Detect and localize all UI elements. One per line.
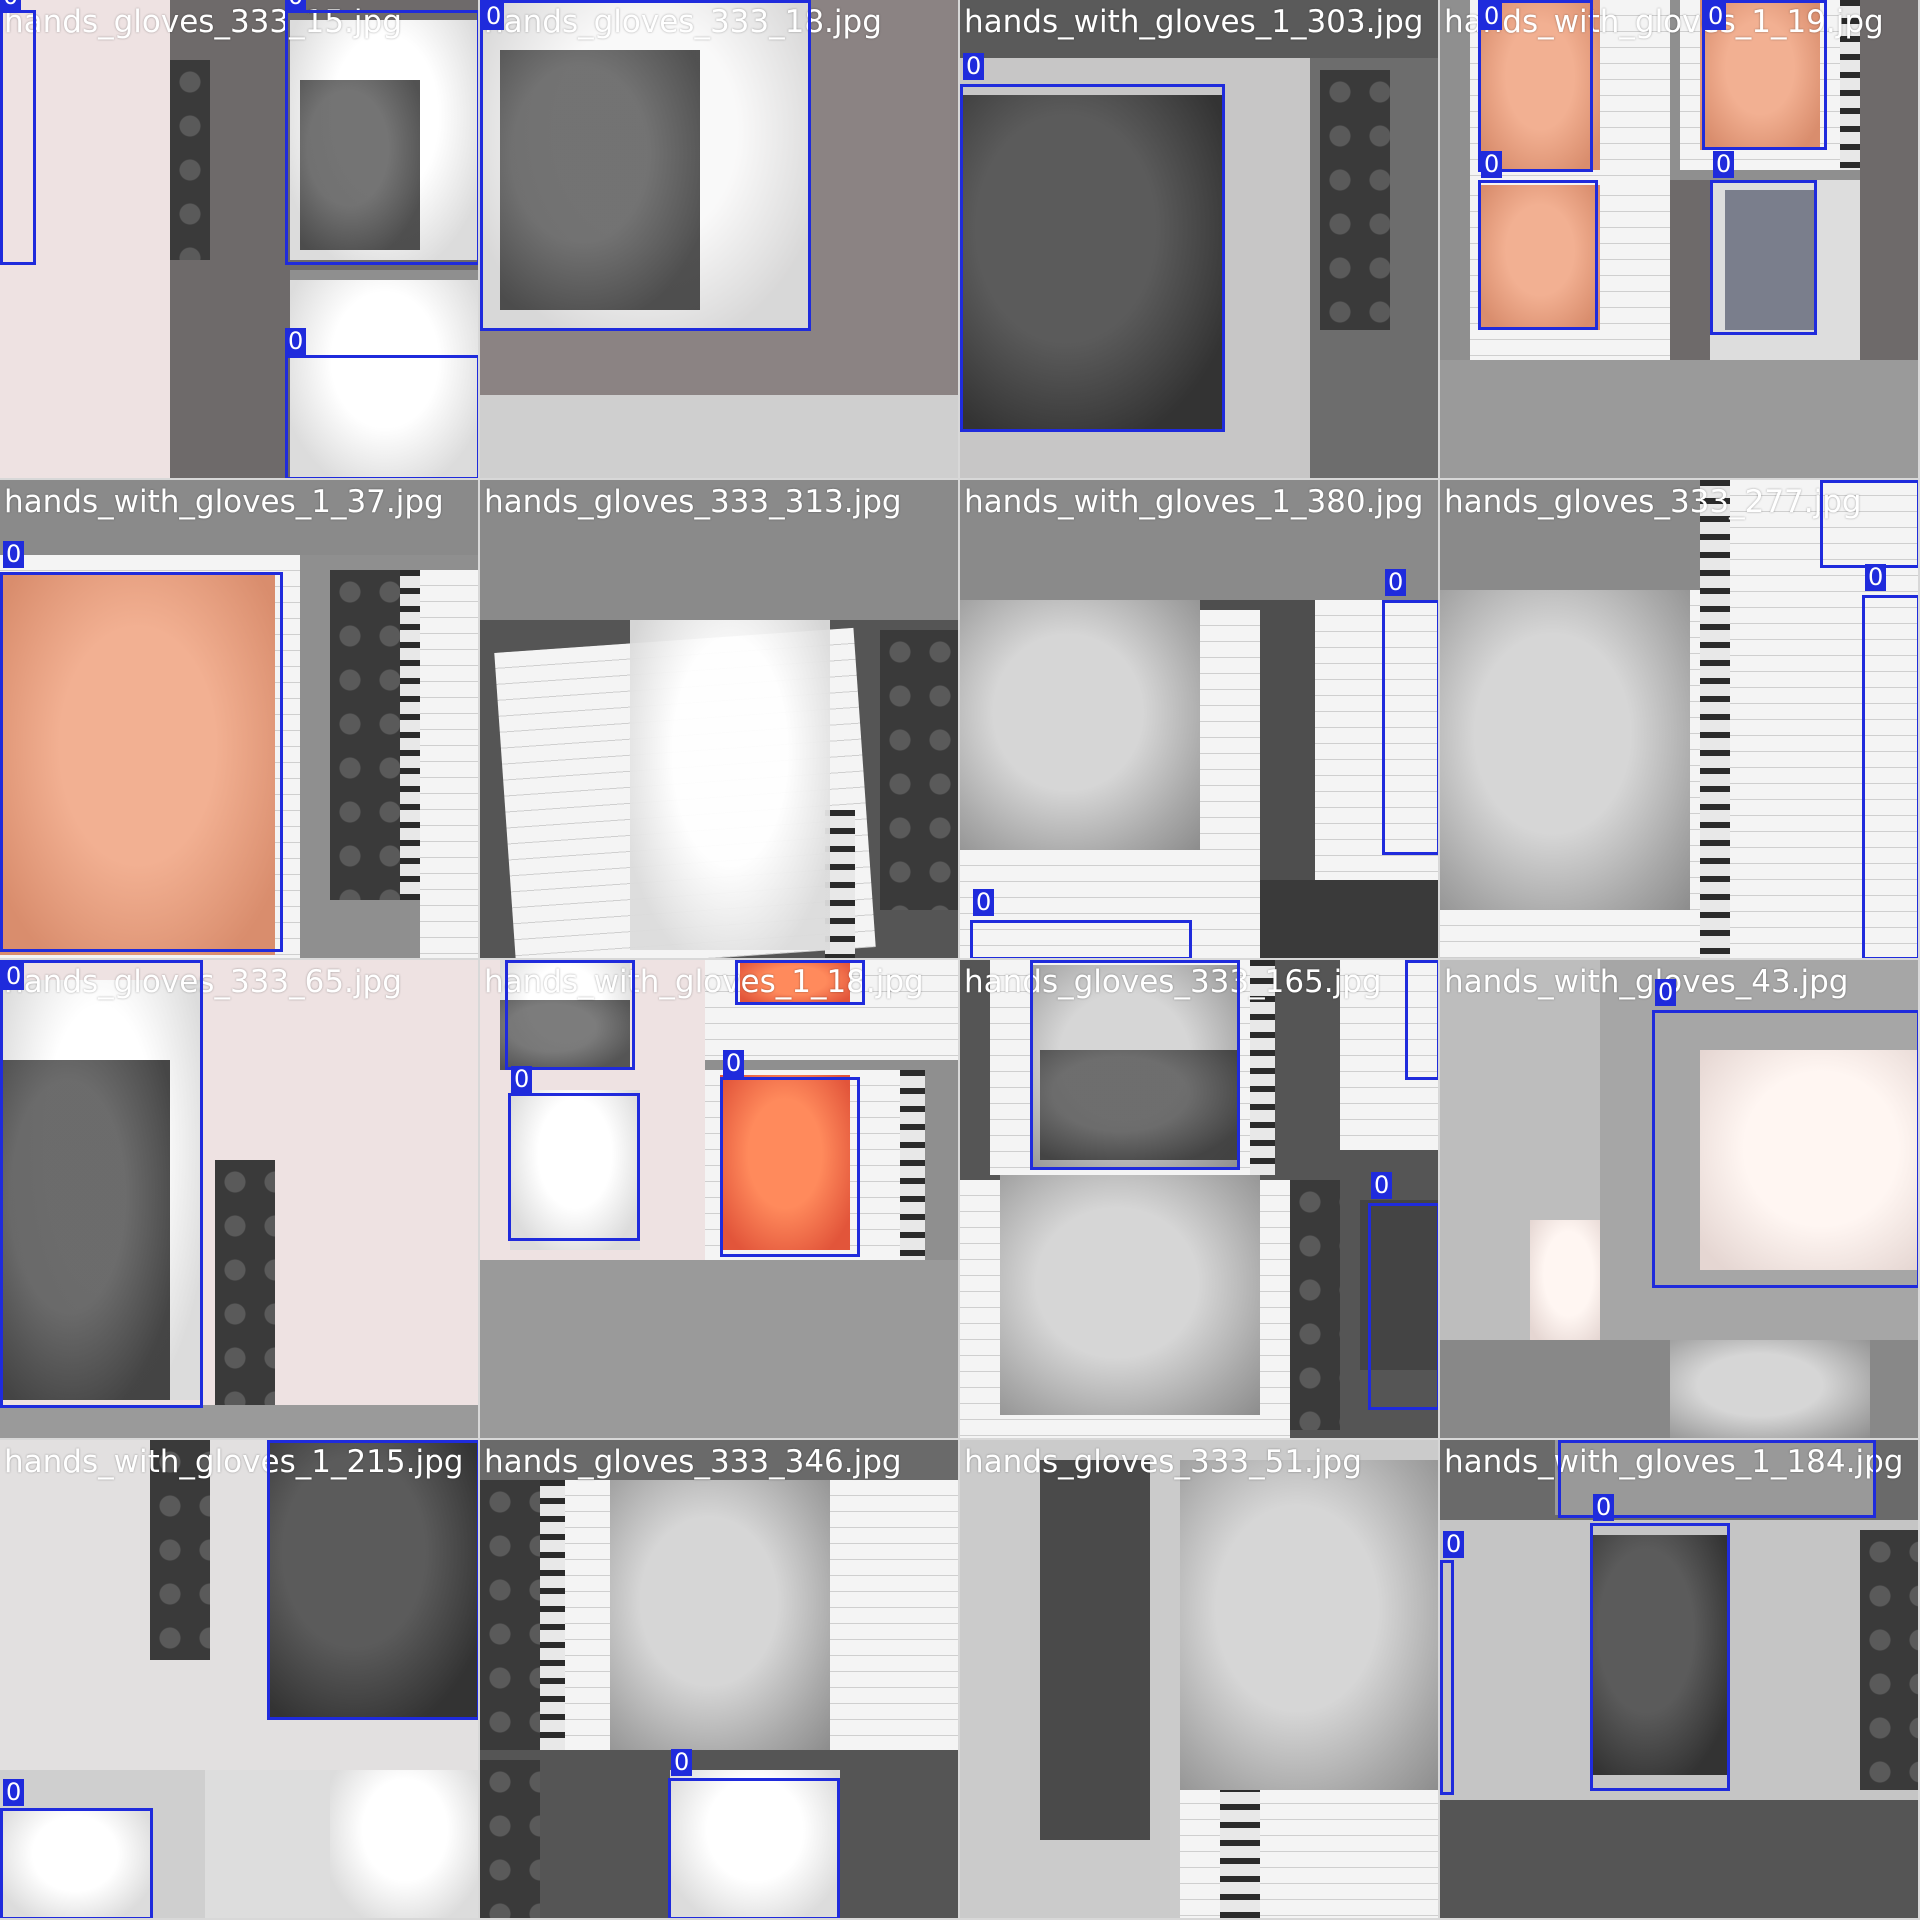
detection-box: 0	[960, 53, 1225, 432]
tile-filename: hands_with_gloves_43.jpg	[1444, 964, 1849, 1000]
tile-4: hands_with_gloves_1_19.jpg 0 0 0 0	[1440, 0, 1920, 480]
tile-filename: hands_with_gloves_1_37.jpg	[4, 484, 444, 520]
class-label: 0	[483, 3, 505, 30]
class-label: 0	[3, 541, 25, 568]
tile-2: hands_gloves_333_18.jpg 0	[480, 0, 960, 480]
detection-box: 0	[0, 1779, 153, 1918]
class-label: 0	[285, 328, 307, 355]
class-label: 0	[1705, 3, 1727, 30]
detection-box: 0	[285, 328, 478, 478]
detection-box: 0	[1030, 960, 1240, 1170]
class-label: 0	[285, 0, 307, 10]
detection-box: 0	[0, 960, 203, 1408]
tile-1: hands_gloves_333_15.jpg 0 0 0	[0, 0, 480, 480]
class-label: 0	[963, 53, 985, 80]
tile-7: hands_with_gloves_1_380.jpg 0 0	[960, 480, 1440, 960]
detection-box: 0	[1702, 0, 1827, 150]
detection-box: 0	[1368, 1172, 1438, 1410]
detection-box: 0	[1405, 960, 1438, 1080]
detection-box: 0	[480, 0, 811, 331]
class-label: 0	[1371, 1172, 1393, 1199]
tile-filename: hands_gloves_333_18.jpg	[484, 4, 882, 40]
class-label: 0	[1865, 564, 1887, 591]
tile-8: hands_gloves_333_277.jpg 0 0	[1440, 480, 1920, 960]
class-label: 0	[1481, 3, 1503, 30]
detection-box: 0	[1652, 979, 1918, 1288]
class-label: 0	[0, 0, 22, 10]
class-label: 0	[3, 963, 25, 990]
tile-filename: hands_gloves_333_51.jpg	[964, 1444, 1362, 1480]
tile-15: hands_gloves_333_51.jpg	[960, 1440, 1440, 1920]
detection-box: 0	[1820, 480, 1918, 568]
class-label: 0	[973, 889, 995, 916]
detection-box: 0	[1382, 569, 1438, 855]
class-label: 0	[1443, 1531, 1465, 1558]
class-label: 0	[511, 1066, 533, 1093]
tile-9: hands_gloves_333_65.jpg 0	[0, 960, 480, 1440]
tile-10: hands_with_gloves_1_18.jpg 0 0 0 0	[480, 960, 960, 1440]
class-label: 0	[1593, 1494, 1615, 1521]
tile-filename: hands_with_gloves_1_380.jpg	[964, 484, 1424, 520]
detection-box: 0	[505, 960, 635, 1070]
tile-14: hands_gloves_333_346.jpg 0	[480, 1440, 960, 1920]
tile-filename: hands_with_gloves_1_215.jpg	[4, 1444, 464, 1480]
tile-12: hands_with_gloves_43.jpg 0	[1440, 960, 1920, 1440]
class-label: 0	[3, 1779, 25, 1806]
tile-13: hands_with_gloves_1_215.jpg 0 0	[0, 1440, 480, 1920]
detection-box: 0	[1710, 151, 1817, 335]
class-label: 0	[1481, 151, 1503, 178]
detection-box: 0	[1862, 564, 1918, 958]
detection-box: 0	[508, 1066, 640, 1241]
tile-filename: hands_with_gloves_1_184.jpg	[1444, 1444, 1904, 1480]
class-label: 0	[1385, 569, 1407, 596]
detection-box: 0	[735, 960, 865, 1005]
detection-box: 0	[970, 889, 1192, 958]
detection-box: 0	[0, 541, 283, 952]
detection-box: 0	[267, 1440, 478, 1720]
class-label: 0	[1655, 979, 1677, 1006]
tile-6: hands_gloves_333_313.jpg	[480, 480, 960, 960]
class-label: 0	[1713, 151, 1735, 178]
tile-filename: hands_gloves_333_313.jpg	[484, 484, 902, 520]
tile-filename: hands_gloves_333_165.jpg	[964, 964, 1382, 1000]
class-label: 0	[671, 1749, 693, 1776]
detection-box: 0	[1590, 1494, 1730, 1791]
detection-box: 0	[668, 1749, 840, 1918]
detection-box: 0	[1440, 1531, 1465, 1795]
detection-box: 0	[0, 0, 36, 265]
tile-16: hands_with_gloves_1_184.jpg 0 0 0	[1440, 1440, 1920, 1920]
tile-filename: hands_with_gloves_1_19.jpg	[1444, 4, 1884, 40]
detection-box: 0	[1478, 151, 1598, 330]
tile-5: hands_with_gloves_1_37.jpg 0	[0, 480, 480, 960]
tile-11: hands_gloves_333_165.jpg 0 0 0	[960, 960, 1440, 1440]
tile-filename: hands_gloves_333_277.jpg	[1444, 484, 1862, 520]
detection-box: 0	[285, 0, 478, 265]
detection-box: 0	[1558, 1440, 1876, 1518]
class-label: 0	[723, 1050, 745, 1077]
detection-box: 0	[1478, 0, 1593, 172]
tile-filename: hands_gloves_333_346.jpg	[484, 1444, 902, 1480]
detection-box: 0	[720, 1050, 860, 1257]
tile-filename: hands_with_gloves_1_18.jpg	[484, 964, 924, 1000]
tile-3: hands_with_gloves_1_303.jpg 0	[960, 0, 1440, 480]
tile-filename: hands_with_gloves_1_303.jpg	[964, 4, 1424, 40]
